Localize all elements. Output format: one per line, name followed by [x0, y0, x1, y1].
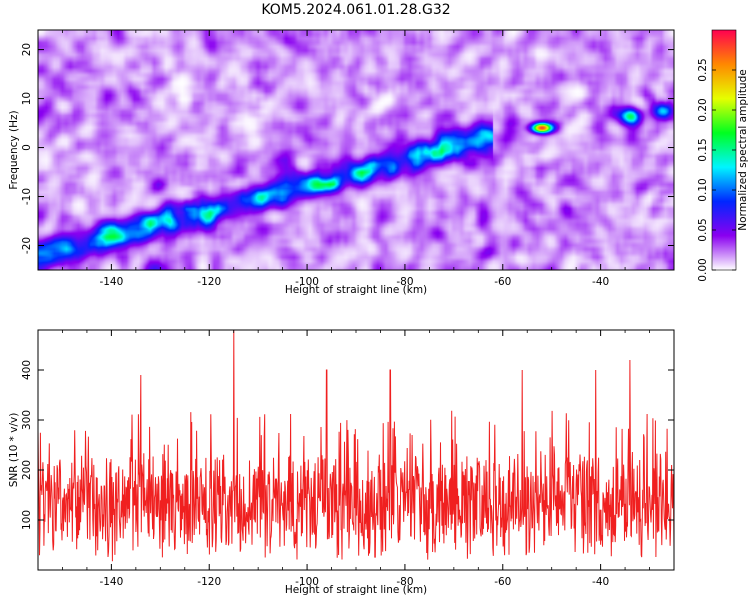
heatmap-x-tick-label: -140 [99, 276, 123, 288]
snr-y-tick-label: 400 [21, 360, 33, 380]
snr-x-tick-label: -100 [295, 576, 319, 588]
snr-x-tick-label: -140 [99, 576, 123, 588]
snr-x-tick-label: -120 [197, 576, 221, 588]
snr-y-axis-label: SNR (10 * v/v) [8, 413, 20, 488]
heatmap-y-axis-label: Frequency (Hz) [8, 110, 20, 189]
heatmap-x-tick-label: -40 [592, 276, 609, 288]
heatmap-x-tick-label: -80 [396, 276, 413, 288]
colorbar-ticks: 0.00 0.05 0.10 0.15 0.20 0.25 [697, 58, 736, 282]
heatmap-y-tick-label: 10 [21, 92, 33, 105]
heatmap-y-tick-label: 20 [21, 43, 33, 56]
heatmap-x-tick-label: -100 [295, 276, 319, 288]
snr-y-tick-label: 300 [21, 410, 33, 430]
heatmap-x-axis-label: Height of straight line (km) [285, 284, 427, 296]
snr-x-tick-label: -80 [396, 576, 413, 588]
heatmap-image [38, 30, 674, 270]
heatmap-x-tick-label: -60 [494, 276, 511, 288]
snr-y-tick-label: 200 [21, 460, 33, 480]
heatmap-x-tick-label: -120 [197, 276, 221, 288]
heatmap-y-tick-label: -10 [21, 188, 33, 205]
snr-ticks: -140 -120 -100 -80 -60 -40 100 200 300 400 [21, 330, 675, 588]
colorbar-label: Normalized spectral amplitude [737, 69, 749, 230]
snr-y-tick-label: 100 [21, 510, 33, 530]
heatmap-y-tick-label: 0 [21, 144, 33, 151]
colorbar-tick-label: 0.05 [697, 218, 709, 241]
snr-x-tick-label: -60 [494, 576, 511, 588]
snr-panel: -140 -120 -100 -80 -60 -40 100 200 300 400 Height… [8, 329, 675, 596]
colorbar-tick-label: 0.15 [697, 138, 709, 161]
colorbar-tick-label: 0.20 [697, 98, 709, 121]
snr-x-axis-label: Height of straight line (km) [285, 584, 427, 596]
figure-title: KOM5.2024.061.01.28.G32 [261, 2, 450, 18]
colorbar: 0.00 0.05 0.10 0.15 0.20 0.25 Normalized spec… [697, 29, 749, 282]
heatmap-image-wrapper [38, 30, 674, 270]
heatmap-y-tick-label: -20 [21, 237, 33, 254]
colorbar-tick-label: 0.00 [697, 258, 709, 281]
colorbar-tick-label: 0.25 [697, 58, 709, 81]
colorbar-tick-label: 0.10 [697, 178, 709, 201]
snr-x-tick-label: -40 [592, 576, 609, 588]
snr-series-line [37, 329, 675, 562]
